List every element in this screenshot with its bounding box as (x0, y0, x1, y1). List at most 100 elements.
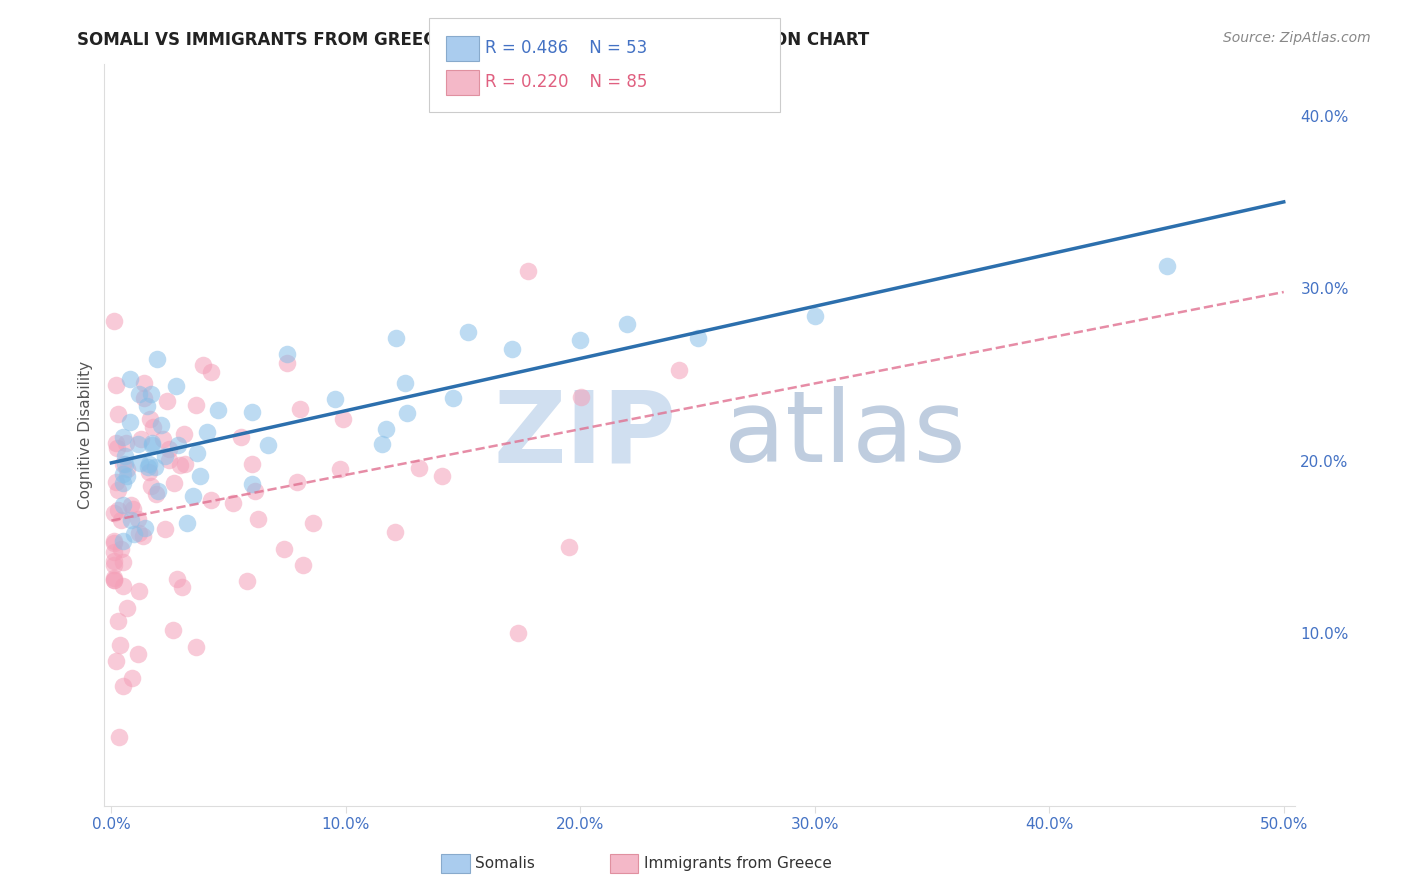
Point (150, 418, 173, 433)
Point (127, 436, 149, 450)
Point (616, 317, 638, 331)
Point (276, 356, 298, 370)
Point (141, 438, 163, 452)
Point (668, 363, 690, 377)
Point (186, 398, 208, 412)
Point (146, 483, 169, 498)
Point (112, 498, 135, 512)
Point (114, 436, 136, 450)
Point (138, 460, 160, 475)
Point (145, 487, 167, 501)
Point (240, 457, 263, 471)
Point (176, 516, 198, 531)
Point (153, 449, 176, 463)
Point (569, 333, 592, 347)
Point (142, 419, 165, 434)
Point (134, 521, 156, 535)
Point (384, 525, 406, 540)
Point (138, 465, 160, 479)
Point (104, 654, 127, 668)
Point (111, 555, 134, 569)
Point (105, 436, 128, 450)
Point (430, 469, 453, 483)
Point (112, 534, 135, 549)
Y-axis label: Cognitive Disability: Cognitive Disability (79, 360, 93, 509)
Point (257, 438, 280, 452)
Point (285, 475, 308, 490)
Point (501, 343, 523, 357)
Point (120, 513, 142, 527)
Point (139, 479, 162, 493)
Point (159, 453, 181, 467)
Point (156, 393, 179, 408)
Point (112, 679, 135, 693)
Text: Somalis: Somalis (475, 856, 536, 871)
Point (457, 326, 479, 340)
Point (159, 442, 181, 456)
Point (186, 446, 208, 460)
Point (145, 351, 167, 366)
Point (184, 640, 207, 655)
Point (122, 526, 145, 541)
Point (103, 545, 125, 559)
Point (290, 401, 312, 416)
Point (128, 525, 150, 540)
Point (181, 489, 204, 503)
Point (193, 358, 215, 372)
Point (103, 533, 125, 548)
Point (172, 580, 194, 594)
Point (385, 331, 408, 345)
Point (128, 456, 150, 470)
Text: Immigrants from Greece: Immigrants from Greece (644, 856, 832, 871)
Point (273, 542, 295, 557)
Point (128, 584, 150, 599)
Point (374, 422, 396, 436)
Point (1156, 259, 1178, 273)
Point (112, 467, 135, 481)
Point (153, 522, 176, 536)
Point (120, 498, 142, 512)
Point (107, 503, 129, 517)
Point (120, 415, 142, 429)
Point (163, 475, 186, 490)
Point (243, 483, 266, 498)
Point (103, 314, 125, 328)
Point (127, 647, 149, 661)
Point (240, 405, 263, 419)
Point (207, 402, 229, 417)
Point (222, 496, 245, 510)
Point (188, 469, 211, 483)
Point (118, 372, 141, 386)
Point (103, 571, 125, 585)
Point (108, 730, 131, 744)
Point (128, 387, 150, 401)
Point (195, 425, 218, 440)
Point (111, 579, 134, 593)
Point (111, 458, 134, 472)
Point (134, 376, 156, 391)
Point (121, 671, 143, 685)
Point (276, 347, 298, 361)
Point (506, 625, 529, 640)
Point (103, 558, 125, 572)
Point (107, 615, 129, 629)
Text: Source: ZipAtlas.com: Source: ZipAtlas.com (1223, 31, 1371, 45)
Text: R = 0.486    N = 53: R = 0.486 N = 53 (485, 39, 647, 57)
Point (174, 457, 197, 471)
Point (804, 309, 827, 323)
Point (291, 558, 314, 573)
Point (200, 365, 222, 379)
Point (107, 483, 129, 498)
Text: ZIP: ZIP (494, 386, 676, 483)
Point (235, 574, 257, 589)
Point (107, 408, 129, 422)
Point (231, 430, 253, 444)
Point (169, 458, 191, 472)
Point (323, 392, 346, 407)
Point (112, 476, 135, 491)
Point (115, 601, 138, 615)
Point (143, 459, 166, 474)
Point (114, 458, 136, 472)
Point (103, 574, 125, 588)
Point (103, 506, 125, 520)
